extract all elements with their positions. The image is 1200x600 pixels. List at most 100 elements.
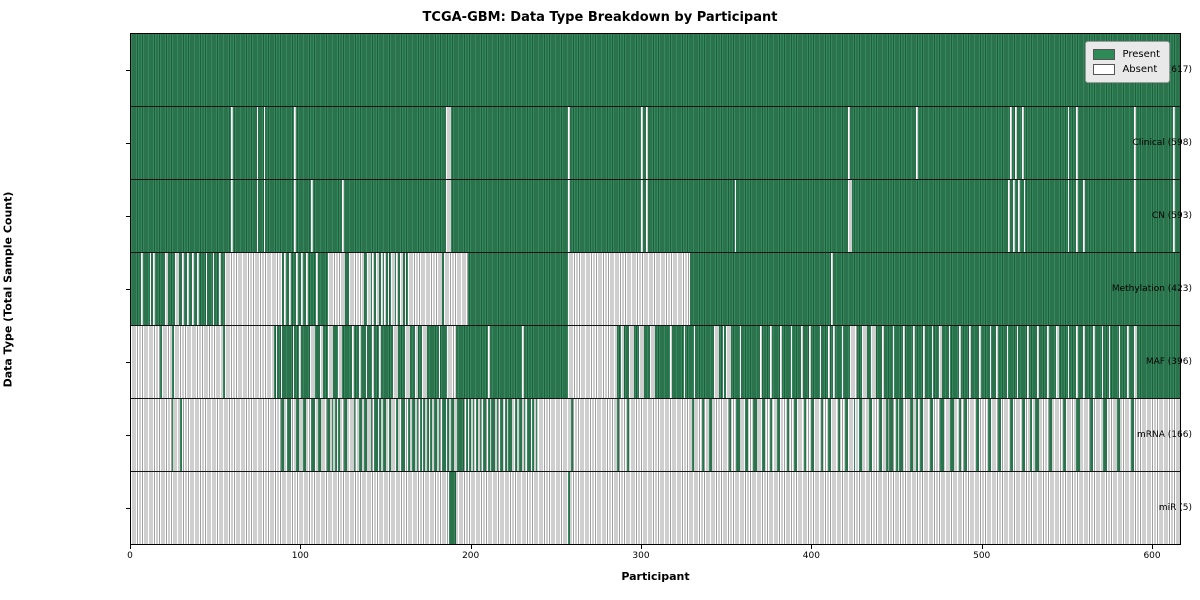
absent-segment	[372, 326, 375, 398]
present-segment	[987, 399, 992, 471]
present-segment	[1009, 399, 1014, 471]
present-segment	[370, 399, 373, 471]
present-segment	[571, 399, 574, 471]
absent-segment	[862, 326, 868, 398]
absent-segment	[263, 180, 266, 252]
absent-segment	[1018, 180, 1021, 252]
absent-segment	[833, 326, 835, 398]
present-segment	[975, 399, 980, 471]
x-axis-label: Participant	[621, 570, 690, 583]
absent-segment	[161, 326, 172, 398]
y-tick-mark	[126, 289, 130, 290]
absent-segment	[443, 253, 468, 325]
absent-segment	[391, 253, 395, 325]
present-segment	[889, 399, 893, 471]
present-segment	[479, 399, 482, 471]
present-segment	[567, 472, 570, 544]
y-tick-mark	[126, 362, 130, 364]
present-segment	[1030, 399, 1033, 471]
present-segment	[535, 399, 538, 471]
absent-segment	[289, 253, 291, 325]
present-segment	[389, 399, 392, 471]
y-tick-label-mrna: mRNA (166)	[1137, 430, 1192, 441]
absent-segment	[969, 326, 971, 398]
absent-segment	[280, 326, 283, 398]
absent-segment	[311, 180, 313, 252]
x-tick-label-0: 0	[127, 551, 133, 561]
present-segment	[627, 399, 630, 471]
present-segment	[950, 399, 954, 471]
absent-segment	[916, 107, 919, 179]
present-segment	[469, 399, 472, 471]
present-segment	[358, 399, 363, 471]
x-tick-label-200: 200	[462, 551, 480, 561]
absent-segment	[790, 326, 793, 398]
heatmap-row-clinical	[131, 107, 1180, 180]
present-segment	[318, 399, 322, 471]
present-segment	[287, 399, 291, 471]
present-segment	[420, 399, 422, 471]
absent-segment	[1009, 107, 1012, 179]
present-segment	[770, 399, 772, 471]
absent-segment	[1076, 107, 1078, 179]
absent-segment	[399, 253, 404, 325]
absent-segment	[488, 326, 490, 398]
absent-segment	[375, 253, 380, 325]
absent-segment	[1067, 326, 1070, 398]
absent-segment	[165, 253, 169, 325]
absent-segment	[367, 253, 371, 325]
absent-segment	[352, 326, 354, 398]
present-segment	[1035, 399, 1039, 471]
absent-segment	[1067, 180, 1070, 252]
present-segment	[331, 399, 334, 471]
absent-segment	[800, 326, 803, 398]
x-tick-mark	[470, 545, 472, 549]
absent-segment	[639, 326, 645, 398]
absent-segment	[338, 326, 342, 398]
present-segment	[1089, 399, 1094, 471]
present-segment	[909, 399, 914, 471]
present-segment	[326, 399, 330, 471]
y-tick-mark	[126, 435, 130, 437]
present-segment	[845, 399, 849, 471]
present-segment	[523, 399, 526, 471]
x-tick-mark	[641, 545, 643, 549]
present-segment	[858, 399, 863, 471]
present-segment	[821, 399, 823, 471]
absent-segment	[734, 180, 737, 252]
present-segment	[729, 399, 732, 471]
absent-segment	[1047, 326, 1050, 398]
absent-segment	[306, 253, 308, 325]
absent-segment	[256, 107, 259, 179]
absent-segment	[299, 326, 301, 398]
present-segment	[280, 399, 284, 471]
x-tick-label-100: 100	[291, 551, 309, 561]
present-segment	[472, 399, 475, 471]
x-tick-mark	[130, 545, 131, 549]
absent-segment	[231, 180, 233, 252]
present-segment	[787, 399, 789, 471]
absent-segment	[841, 326, 844, 398]
absent-segment	[408, 253, 443, 325]
absent-segment	[848, 180, 852, 252]
present-segment	[930, 399, 934, 471]
absent-segment	[567, 180, 570, 252]
present-segment	[964, 399, 968, 471]
present-segment	[919, 399, 924, 471]
absent-segment	[1173, 180, 1175, 252]
absent-segment	[760, 326, 762, 398]
absent-segment	[693, 326, 696, 398]
present-swatch	[1093, 49, 1116, 60]
absent-segment	[649, 326, 655, 398]
absent-segment	[1037, 326, 1039, 398]
present-segment	[430, 399, 432, 471]
present-segment	[457, 399, 465, 471]
absent-segment	[902, 326, 905, 398]
present-segment	[496, 399, 499, 471]
present-segment	[374, 399, 378, 471]
present-segment	[491, 399, 495, 471]
absent-segment	[1108, 326, 1111, 398]
absent-segment	[1006, 326, 1009, 398]
absent-segment	[892, 326, 895, 398]
absent-segment	[379, 326, 381, 398]
